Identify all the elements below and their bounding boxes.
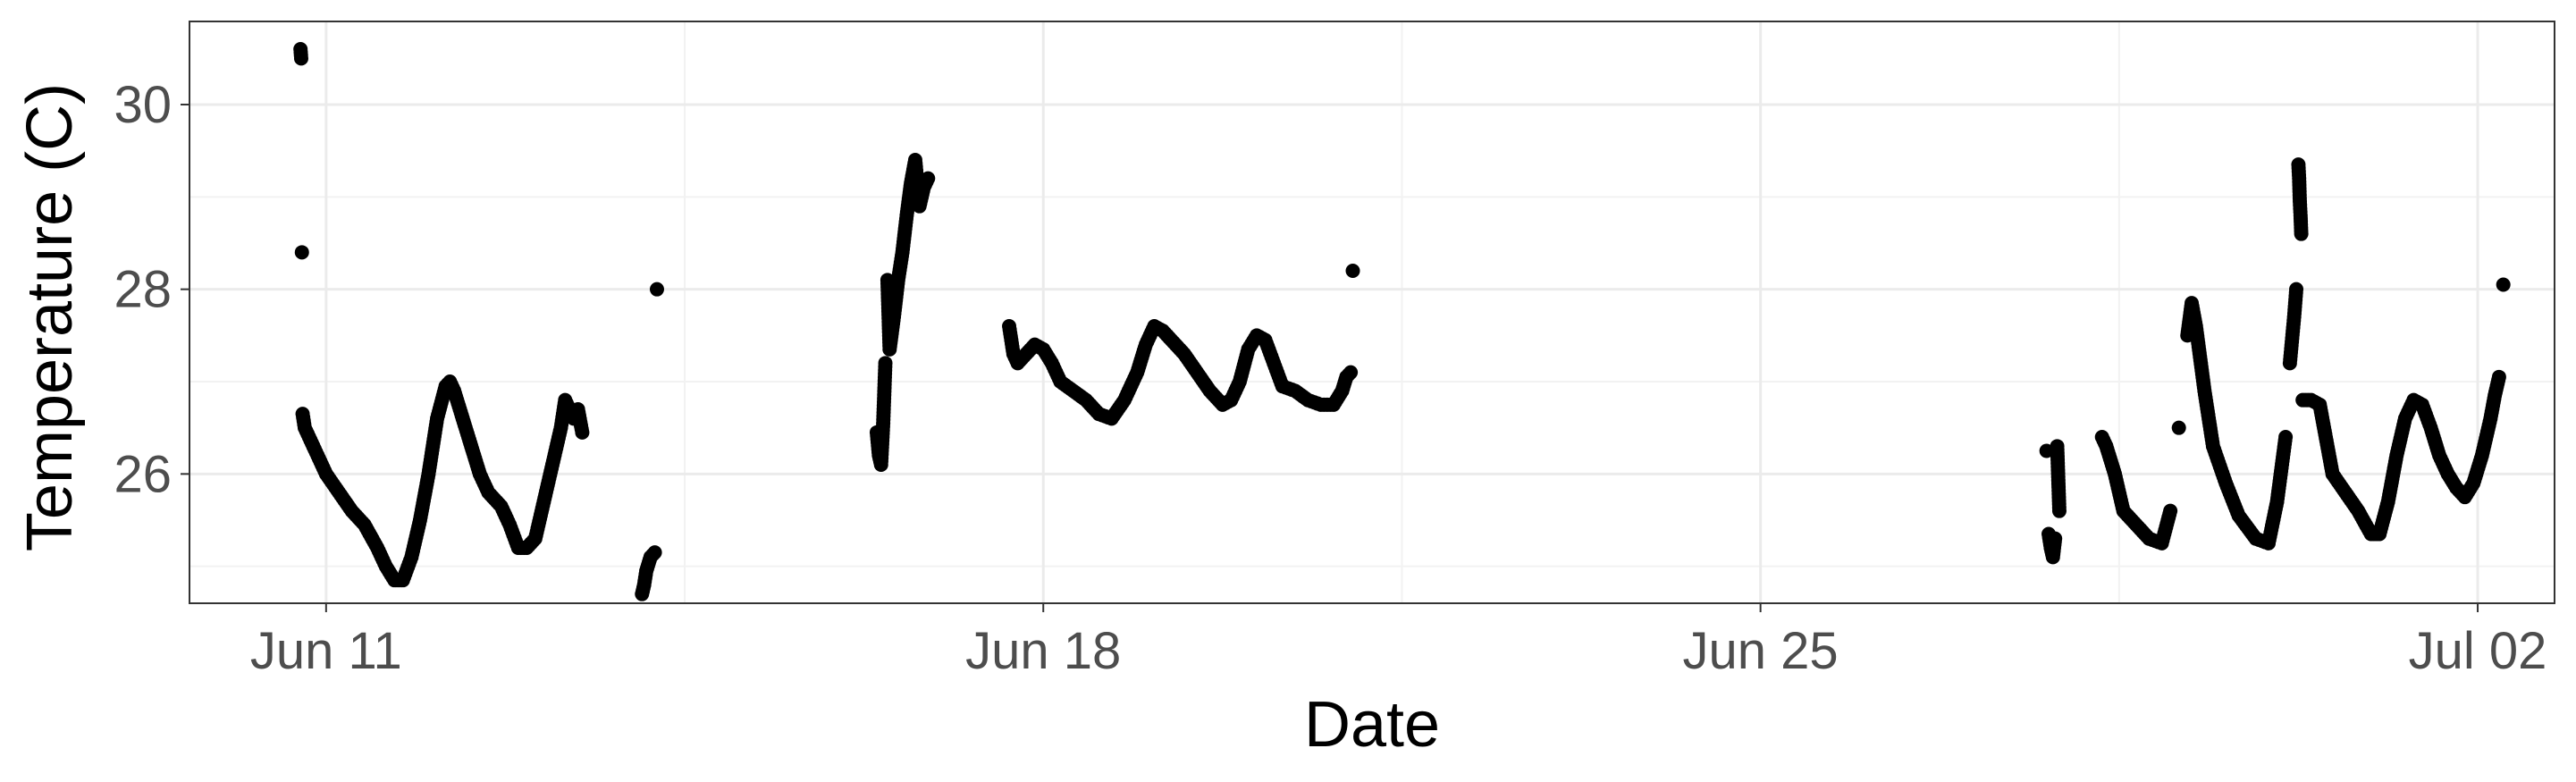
data-point: [2039, 443, 2054, 458]
data-point: [575, 425, 590, 440]
y-tick-label: 30: [114, 76, 172, 134]
data-point: [2278, 430, 2294, 444]
data-point: [2171, 420, 2186, 435]
data-point: [878, 356, 893, 371]
data-point: [1345, 264, 1360, 278]
x-tick-label: Jun 25: [1683, 622, 1839, 680]
grid-minor: [189, 21, 2555, 603]
data-point: [647, 545, 662, 560]
y-tick-label: 28: [114, 261, 172, 319]
data-point: [2048, 531, 2063, 546]
data-point: [2491, 369, 2506, 384]
x-tick-label: Jun 11: [250, 622, 402, 680]
data-point: [1343, 365, 1359, 380]
data-point: [293, 51, 308, 66]
x-tick-label: Jun 18: [965, 622, 1121, 680]
x-axis-ticks: Jun 11 Jun 18 Jun 25 Jul 02: [250, 603, 2547, 680]
panel-border: [189, 21, 2555, 604]
data-point: [2294, 226, 2309, 241]
data-point: [294, 245, 309, 260]
x-axis-title: Date: [1304, 689, 1440, 761]
data-point: [2051, 503, 2067, 518]
y-axis-ticks: 26 28 30: [114, 76, 189, 503]
y-tick-label: 26: [114, 445, 172, 503]
data-points: [293, 42, 2511, 601]
data-point: [2496, 277, 2511, 292]
grid-major: [189, 21, 2555, 603]
data-point: [2289, 282, 2304, 297]
y-axis-title: Temperature (C): [14, 83, 86, 551]
data-point: [921, 171, 936, 186]
data-point: [649, 282, 664, 297]
data-point: [2163, 503, 2178, 518]
x-tick-label: Jul 02: [2409, 622, 2547, 680]
